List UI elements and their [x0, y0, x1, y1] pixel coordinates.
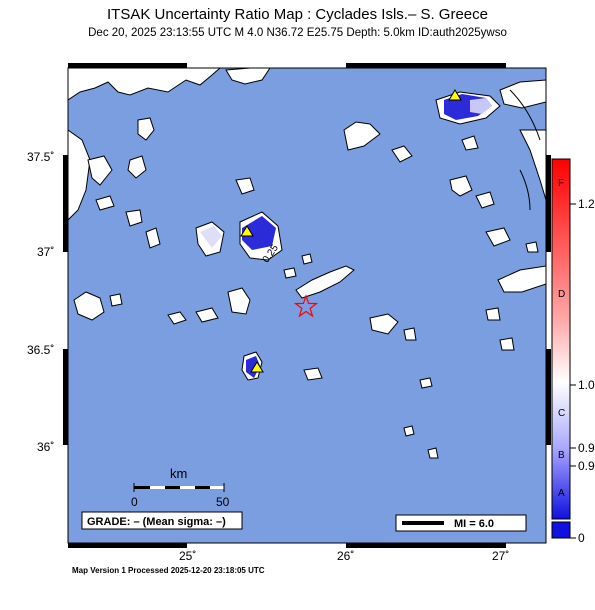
- island-ios: [227, 287, 251, 315]
- lon-tick-26: 26˚: [337, 549, 355, 563]
- island-milos: [73, 291, 105, 321]
- map-frame: [67, 67, 547, 544]
- island-patmos: [449, 175, 473, 197]
- island-samos: [499, 79, 546, 109]
- lat-tick-37: 37˚: [37, 245, 55, 259]
- island-leros: [475, 191, 495, 209]
- island-small-8: [525, 241, 539, 253]
- fault-lines: [509, 89, 541, 211]
- island-amorgos: [295, 265, 355, 299]
- colorbar-ticks: [570, 203, 576, 539]
- station-triangle: [250, 361, 264, 373]
- lat-tick-37-5: 37.5˚: [27, 150, 55, 164]
- lon-tick-25: 25˚: [179, 549, 197, 563]
- island-small-1: [95, 195, 115, 211]
- epicenter-star: [293, 294, 319, 318]
- colorbar: [551, 158, 571, 520]
- island-anafi: [303, 367, 323, 381]
- island-hydra: [87, 155, 113, 186]
- scale-unit: km: [170, 466, 187, 481]
- island-kythnos: [127, 155, 147, 179]
- island-evia-tip: [225, 68, 271, 85]
- peloponnese-coast: [68, 129, 91, 221]
- island-kea: [137, 117, 155, 141]
- island-fournoi: [461, 135, 479, 151]
- grade-text: GRADE: – (Mean sigma: –): [87, 516, 226, 528]
- colorbar-label-0-9a: 0.9: [578, 441, 595, 455]
- island-kimolos: [109, 293, 123, 307]
- island-sikinos: [195, 307, 219, 323]
- island-small-6: [403, 425, 415, 437]
- colorbar-label-0-9b: 0.9: [578, 459, 595, 473]
- lat-tick-36: 36˚: [37, 440, 55, 454]
- station-triangle: [240, 225, 254, 237]
- colorbar-bottom-swatch: [551, 521, 571, 539]
- island-nisyros: [485, 307, 501, 321]
- lat-tick-36-5: 36.5˚: [27, 343, 55, 357]
- island-sifnos: [145, 227, 161, 249]
- island-small-5: [419, 377, 433, 389]
- footer-version: Map Version 1 Processed 2025-12-20 23:18…: [72, 566, 265, 575]
- island-kos: [497, 265, 546, 293]
- island-andros: [343, 121, 381, 151]
- island-folegandros: [167, 311, 187, 325]
- island-astypalaia: [369, 313, 399, 335]
- mi-legend-box: [395, 514, 527, 532]
- island-small-2: [283, 267, 297, 279]
- colorbar-letter-c: C: [558, 408, 566, 419]
- island-tinos: [391, 145, 413, 163]
- island-serifos: [125, 209, 143, 227]
- frame-ticks: [63, 63, 551, 548]
- colorbar-label-1-0: 1.0: [578, 378, 595, 392]
- colorbar-letter-b: B: [558, 450, 565, 461]
- scale-bar: [133, 483, 225, 492]
- island-small-4: [403, 327, 417, 341]
- turkey-coast: [519, 129, 546, 201]
- colorbar-letter-d: D: [558, 289, 566, 300]
- grade-box: [81, 511, 243, 530]
- colorbar-letter-a: A: [558, 488, 565, 499]
- scale-start: 0: [131, 495, 138, 509]
- island-kalymnos: [485, 227, 511, 247]
- island-small-7: [427, 447, 439, 459]
- island-mykonos: [235, 177, 255, 195]
- mainland-coast: [68, 68, 221, 101]
- map-title: ITSAK Uncertainty Ratio Map : Cyclades I…: [107, 6, 488, 23]
- ratio-shading: [200, 94, 492, 378]
- event-subtitle: Dec 20, 2025 23:13:55 UTC M 4.0 N36.72 E…: [88, 27, 507, 39]
- scale-end: 50: [216, 495, 230, 509]
- island-tilos: [499, 337, 515, 351]
- colorbar-letter-f: F: [558, 178, 565, 189]
- island-small-3: [301, 253, 313, 265]
- mi-legend-text: MI = 6.0: [454, 518, 494, 530]
- colorbar-label-1-2: 1.2: [578, 197, 595, 211]
- station-triangle: [448, 89, 462, 101]
- colorbar-label-0: 0: [578, 531, 585, 545]
- lon-tick-27: 27˚: [492, 549, 510, 563]
- mi-legend-line: [402, 521, 444, 525]
